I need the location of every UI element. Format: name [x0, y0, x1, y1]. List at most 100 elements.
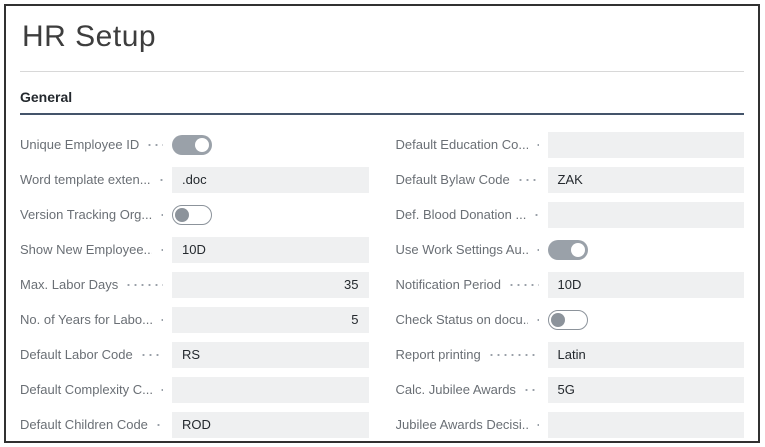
field-row: No. of Years for Labo... 5: [20, 306, 369, 333]
dotted-leader: [534, 143, 539, 146]
dotted-leader: [159, 213, 163, 216]
dotted-leader: [125, 283, 163, 286]
field-row: Max. Labor Days 35: [20, 271, 369, 298]
field-label: Calc. Jubilee Awards: [395, 382, 516, 397]
field-label: Show New Employee...: [20, 242, 153, 257]
field-label-wrap: Default Bylaw Code: [396, 167, 548, 193]
field-row: Calc. Jubilee Awards 5G: [396, 376, 744, 403]
field-label-wrap: Version Tracking Org...: [20, 202, 172, 228]
form-column-right: Default Education Co... Default Bylaw Cod…: [395, 131, 745, 447]
word-template-extension-field[interactable]: .doc: [172, 166, 369, 193]
field-label-wrap: Def. Blood Donation ...: [396, 202, 548, 228]
toggle-knob: [175, 207, 189, 222]
field-row: Word template exten... .doc: [20, 166, 369, 193]
field-label: Word template exten...: [20, 172, 151, 187]
field-row: Default Bylaw Code ZAK: [396, 166, 744, 193]
jubilee-awards-decision-field[interactable]: [547, 411, 744, 438]
dotted-leader: [508, 283, 539, 286]
general-form: Unique Employee ID Word template exten...…: [20, 131, 745, 447]
field-label-wrap: Report printing: [396, 342, 548, 368]
field-row: Default Children Code ROD: [20, 411, 369, 438]
field-label-wrap: Notification Period: [396, 272, 548, 298]
field-label: Report printing: [395, 347, 481, 362]
notification-period-field[interactable]: 10D: [547, 271, 744, 298]
page-title: HR Setup: [22, 20, 157, 53]
field-label-wrap: Default Labor Code: [20, 342, 172, 368]
default-complexity-code-field[interactable]: [172, 376, 369, 403]
field-row: Notification Period 10D: [396, 271, 744, 298]
field-label-wrap: Word template exten...: [20, 167, 172, 193]
version-tracking-org-toggle[interactable]: [172, 204, 212, 225]
field-row: Use Work Settings Au...: [396, 237, 745, 263]
field-label: Def. Blood Donation ...: [395, 207, 527, 222]
field-label: Unique Employee ID: [20, 137, 140, 152]
dotted-leader: [159, 388, 163, 391]
field-row: Unique Employee ID: [20, 132, 369, 158]
def-blood-donation-field[interactable]: [547, 201, 744, 228]
toggle-knob: [570, 242, 585, 257]
field-label-wrap: Max. Labor Days: [20, 272, 172, 298]
dotted-leader: [154, 423, 163, 426]
check-status-on-documents-toggle[interactable]: [547, 309, 588, 330]
field-label-wrap: Use Work Settings Au...: [396, 237, 548, 263]
field-label-wrap: Default Education Co...: [396, 132, 548, 158]
field-label: Default Labor Code: [20, 347, 133, 362]
no-of-years-for-labor-field[interactable]: 5: [172, 306, 369, 333]
dotted-leader: [146, 143, 163, 146]
field-row: Show New Employee... 10D: [20, 236, 369, 263]
dotted-leader: [159, 248, 163, 251]
field-label-wrap: Calc. Jubilee Awards: [396, 377, 548, 403]
default-labor-code-field[interactable]: RS: [172, 341, 369, 368]
dotted-leader: [534, 423, 539, 426]
field-label: Max. Labor Days: [20, 277, 119, 292]
field-label-wrap: Unique Employee ID: [20, 132, 172, 158]
dotted-leader: [139, 353, 163, 356]
dotted-leader: [516, 178, 539, 181]
field-label: Default Education Co...: [395, 137, 528, 152]
field-label: Default Bylaw Code: [395, 172, 510, 187]
field-label: Use Work Settings Au...: [395, 242, 528, 257]
dotted-leader: [522, 388, 539, 391]
field-label: Default Complexity C...: [20, 382, 153, 397]
field-label: No. of Years for Labo...: [20, 312, 153, 327]
field-label: Default Children Code: [20, 417, 148, 432]
field-label: Notification Period: [395, 277, 502, 292]
max-labor-days-field[interactable]: 35: [172, 271, 369, 298]
field-label: Jubilee Awards Decisi...: [395, 417, 528, 432]
toggle-knob: [550, 312, 565, 327]
dotted-leader: [159, 318, 163, 321]
field-row: Jubilee Awards Decisi...: [395, 411, 744, 438]
field-label-wrap: Show New Employee...: [20, 237, 172, 263]
unique-employee-id-toggle[interactable]: [172, 134, 212, 155]
dotted-leader: [534, 248, 539, 251]
section-header-general[interactable]: General: [20, 89, 744, 115]
default-bylaw-code-field[interactable]: ZAK: [547, 166, 744, 193]
field-row: Version Tracking Org...: [20, 202, 369, 228]
calc-jubilee-awards-field[interactable]: 5G: [547, 376, 744, 403]
report-printing-field[interactable]: Latin: [547, 341, 744, 368]
field-row: Report printing Latin: [396, 341, 744, 368]
field-label-wrap: No. of Years for Labo...: [20, 307, 172, 333]
form-column-left: Unique Employee ID Word template exten...…: [20, 132, 369, 447]
field-row: Check Status on docu...: [396, 307, 745, 333]
field-label-wrap: Default Children Code: [20, 412, 172, 438]
title-divider: [20, 70, 744, 72]
field-row: Default Labor Code RS: [20, 341, 369, 368]
section-header-label: General: [20, 88, 73, 105]
dotted-leader: [533, 213, 539, 216]
dotted-leader: [534, 318, 539, 321]
use-work-settings-toggle[interactable]: [547, 239, 588, 260]
field-label: Check Status on docu...: [395, 312, 528, 327]
default-children-code-field[interactable]: ROD: [172, 411, 369, 438]
field-label: Version Tracking Org...: [20, 207, 152, 222]
field-label-wrap: Check Status on docu...: [396, 307, 548, 333]
field-row: Default Education Co...: [396, 131, 744, 158]
hr-setup-window: HR Setup General Unique Employee ID Word …: [4, 4, 760, 443]
show-new-employee-field[interactable]: 10D: [172, 236, 369, 263]
default-education-code-field[interactable]: [547, 131, 744, 158]
dotted-leader: [157, 178, 163, 181]
field-row: Def. Blood Donation ...: [396, 201, 744, 228]
field-row: Default Complexity C...: [20, 376, 369, 403]
toggle-knob: [195, 137, 209, 152]
field-label-wrap: Default Complexity C...: [20, 377, 172, 403]
